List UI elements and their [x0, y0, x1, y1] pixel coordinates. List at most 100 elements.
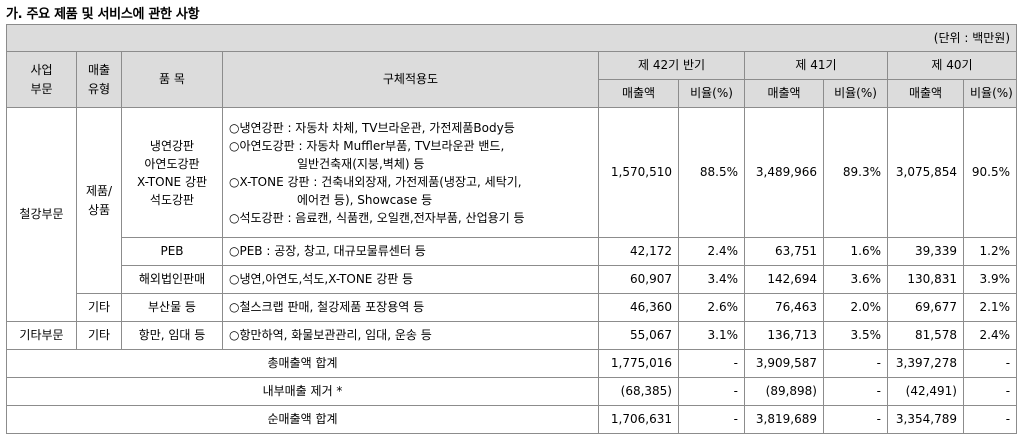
item-line: 아연도강판 [144, 156, 200, 171]
sales-value: 39,339 [887, 237, 964, 266]
sales-value: 3,909,587 [744, 349, 824, 378]
net-total-label: 순매출액 합계 [6, 405, 599, 434]
sales-value: 3,354,789 [887, 405, 964, 434]
sales-value: 130,831 [887, 265, 964, 294]
ratio-value: - [823, 405, 888, 434]
item-cell-steel: 냉연강판 아연도강판 X-TONE 강판 석도강판 [121, 107, 223, 238]
usage-line: ○X-TONE 강판 : 건축내외장재, 가전제품(냉장고, 세탁기, [229, 174, 522, 189]
sales-value: (42,491) [887, 377, 964, 406]
usage-line: 일반건축재(지붕,벽체) 등 [297, 156, 425, 171]
usage-cell-overseas: ○냉연,아연도,석도,X-TONE 강판 등 [222, 265, 599, 294]
sales-header-p1: 매출액 [598, 79, 679, 108]
total-row: 총매출액 합계 1,775,016 - 3,909,587 - 3,397,27… [6, 349, 1018, 378]
item-line: 냉연강판 [149, 138, 195, 153]
sales-value: 42,172 [598, 237, 679, 266]
sales-type-header: 매출 유형 [76, 51, 122, 108]
sales-value: 55,067 [598, 321, 679, 350]
ratio-value: 1.6% [823, 237, 888, 266]
sales-type-header-line1: 매출 [87, 62, 111, 77]
usage-cell-peb: ○PEB : 공장, 창고, 대규모물류센터 등 [222, 237, 599, 266]
usage-cell-byproduct: ○철스크랩 판매, 철강제품 포장용역 등 [222, 293, 599, 322]
sales-value: 142,694 [744, 265, 824, 294]
header-row-1: 사업 부문 매출 유형 품 목 구체적용도 제 42기 반기 제 41기 제 4… [6, 51, 1018, 108]
table-row: 기타 부산물 등 ○철스크랩 판매, 철강제품 포장용역 등 46,360 2.… [7, 293, 1018, 322]
table-row: 철강부문 제품/ 상품 냉연강판 아연도강판 X-TONE 강판 석도강판 ○냉… [6, 107, 1018, 322]
internal-elimination-label: 내부매출 제거 * [6, 377, 599, 406]
ratio-value: - [823, 349, 888, 378]
ratio-value: - [962, 377, 1018, 406]
ratio-value: - [678, 405, 745, 434]
item-cell-other: 항만, 임대 등 [121, 321, 223, 350]
item-line: 석도강판 [149, 192, 195, 207]
ratio-value: - [823, 377, 888, 406]
usage-line: ○아연도강판 : 자동차 Muffler부품, TV브라운관 밴드, [229, 138, 505, 153]
segment-cell-other: 기타부문 [6, 321, 77, 350]
item-line: X-TONE 강판 [136, 174, 208, 189]
sales-value: 3,819,689 [744, 405, 824, 434]
sales-value: 136,713 [744, 321, 824, 350]
sales-type-line2: 상품 [87, 202, 111, 217]
sales-type-line1: 제품/ [85, 183, 113, 198]
segment-header-line1: 사업 [30, 62, 53, 77]
usage-line: ○석도강판 : 음료캔, 식품캔, 오일캔,전자부품, 산업용기 등 [229, 210, 525, 225]
ratio-value: 3.9% [962, 265, 1018, 294]
ratio-value: 89.3% [823, 107, 888, 238]
period2-header: 제 41기 [744, 51, 888, 80]
ratio-value: 2.4% [962, 321, 1018, 350]
ratio-value: 1.2% [962, 237, 1018, 266]
table-row: PEB ○PEB : 공장, 창고, 대규모물류센터 등 42,172 2.4%… [7, 237, 1018, 266]
ratio-value: 2.1% [962, 293, 1018, 322]
ratio-value: - [962, 349, 1018, 378]
ratio-value: - [678, 377, 745, 406]
ratio-value: 3.5% [823, 321, 888, 350]
ratio-value: 3.6% [823, 265, 888, 294]
unit-row: (단위 : 백만원) [5, 24, 1018, 52]
table-row: 기타부문 기타 항만, 임대 등 ○항만하역, 화물보관관리, 임대, 운송 등… [6, 321, 1018, 350]
header-row-2: 매출액 비율(%) 매출액 비율(%) 매출액 비율(%) [7, 79, 1018, 108]
period3-header: 제 40기 [886, 51, 1018, 80]
unit-label: (단위 : 백만원) [5, 24, 1018, 52]
sales-type-header-line2: 유형 [87, 81, 111, 96]
net-total-row: 순매출액 합계 1,706,631 - 3,819,689 - 3,354,78… [6, 405, 1018, 434]
ratio-value: 90.5% [962, 107, 1018, 238]
sales-value: 81,578 [887, 321, 964, 350]
total-label: 총매출액 합계 [6, 349, 599, 378]
sales-value: 76,463 [744, 293, 824, 322]
usage-header: 구체적용도 [222, 51, 599, 108]
ratio-header-p1: 비율(%) [678, 79, 745, 108]
ratio-value: - [678, 349, 745, 378]
ratio-header-p2: 비율(%) [823, 79, 888, 108]
ratio-value: 2.4% [678, 237, 745, 266]
item-header: 품 목 [121, 51, 223, 108]
sales-header-p2: 매출액 [744, 79, 824, 108]
sales-type-cell-products: 제품/ 상품 [76, 107, 122, 294]
ratio-value: 2.6% [678, 293, 745, 322]
sales-type-cell-other: 기타 [76, 293, 122, 322]
sales-value: (89,898) [744, 377, 824, 406]
usage-line: ○냉연강판 : 자동차 차체, TV브라운관, 가전제품Body등 [229, 120, 515, 135]
sales-value: 63,751 [744, 237, 824, 266]
usage-cell-other: ○항만하역, 화물보관관리, 임대, 운송 등 [222, 321, 599, 350]
internal-elimination-row: 내부매출 제거 * (68,385) - (89,898) - (42,491)… [6, 377, 1018, 406]
table-row: 해외법인판매 ○냉연,아연도,석도,X-TONE 강판 등 60,907 3.4… [7, 265, 1018, 294]
period1-header: 제 42기 반기 [598, 51, 745, 80]
sales-value: 69,677 [887, 293, 964, 322]
item-cell-peb: PEB [121, 237, 223, 266]
sales-value: 46,360 [598, 293, 679, 322]
usage-line: 에어컨 등), Showcase 등 [297, 192, 433, 207]
sales-value: 3,489,966 [744, 107, 824, 238]
sales-value: 3,075,854 [887, 107, 964, 238]
sales-value: 1,570,510 [598, 107, 679, 238]
sales-type-cell-other-segment: 기타 [76, 321, 122, 350]
sales-value: (68,385) [598, 377, 679, 406]
segment-header: 사업 부문 [6, 51, 77, 108]
ratio-header-p3: 비율(%) [962, 79, 1018, 108]
sales-value: 60,907 [598, 265, 679, 294]
products-services-table: (단위 : 백만원) 사업 부문 매출 유형 품 목 구체적용도 제 42기 반… [5, 24, 1018, 434]
usage-cell-steel: ○냉연강판 : 자동차 차체, TV브라운관, 가전제품Body등 ○아연도강판… [222, 107, 599, 238]
item-cell-overseas: 해외법인판매 [121, 265, 223, 294]
section-title: 가. 주요 제품 및 서비스에 관한 사항 [6, 7, 200, 22]
item-cell-byproduct: 부산물 등 [121, 293, 223, 322]
segment-cell-steel: 철강부문 [6, 107, 77, 322]
ratio-value: 88.5% [678, 107, 745, 238]
